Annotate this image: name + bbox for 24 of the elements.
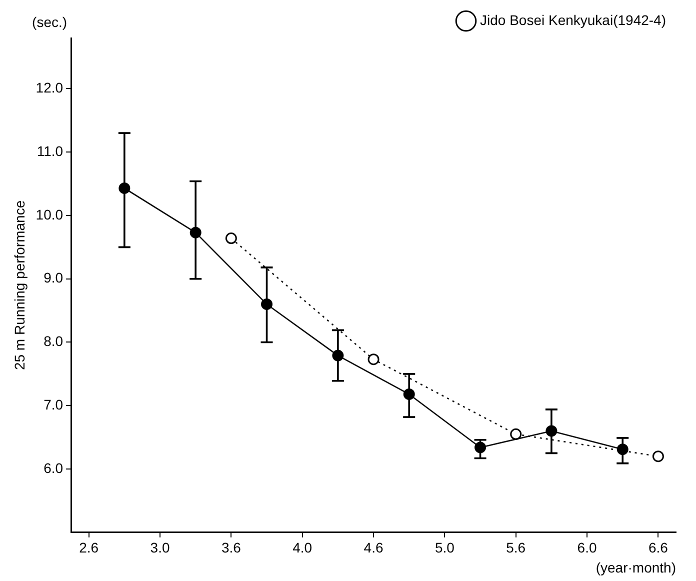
- x-tick-label: 6.0: [577, 540, 597, 556]
- text: (sec.): [32, 14, 68, 30]
- y-tick-label: 10.0: [36, 206, 64, 222]
- x-tick-label: 3.0: [150, 540, 170, 556]
- x-tick-label: 3.6: [221, 540, 242, 556]
- x-tick-label: 6.6: [648, 540, 668, 556]
- x-tick-label: 2.6: [79, 540, 99, 556]
- y-tick-label: 7.0: [44, 396, 64, 412]
- point: [510, 428, 522, 440]
- point: [652, 450, 664, 462]
- x-axis-title: (year·month): [596, 559, 676, 576]
- y-tick-label: 9.0: [44, 270, 64, 286]
- y-tick-label: 12.0: [36, 80, 64, 96]
- y-tick-label: 11.0: [36, 142, 64, 159]
- x-tick-label: 5.6: [506, 540, 526, 556]
- y-tick-label: 8.0: [44, 333, 64, 350]
- point: [225, 232, 237, 244]
- x-tick-label: 4.6: [364, 540, 384, 556]
- x-tick-label: 5.0: [434, 540, 455, 556]
- point: [368, 354, 380, 366]
- y-axis-title: 25 m Running performance: [11, 200, 28, 370]
- x-tick-label: 4.0: [292, 540, 312, 556]
- y-tick-label: 6.0: [44, 460, 64, 476]
- legend-label: Jido Bosei Kenkyukai(1942-4): [480, 12, 666, 28]
